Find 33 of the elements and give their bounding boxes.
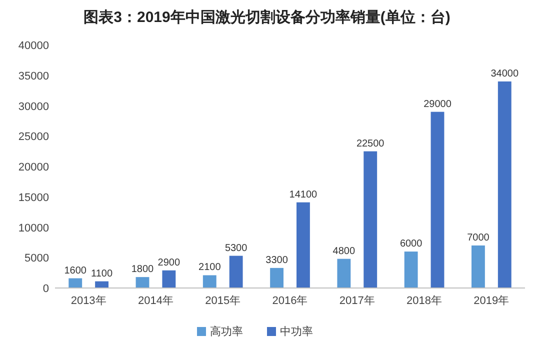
x-tick-label: 2016年 (272, 295, 308, 307)
y-tick-label: 10000 (18, 222, 49, 234)
legend-label: 中功率 (280, 325, 313, 338)
data-label: 1100 (91, 268, 113, 280)
data-label: 22500 (356, 138, 385, 150)
data-label: 2100 (198, 262, 222, 274)
y-tick-label: 0 (42, 283, 49, 295)
chart-title: 图表3：2019年中国激光切割设备分功率销量(单位：台) (84, 8, 450, 26)
data-label: 2900 (158, 257, 180, 268)
data-label: 3300 (266, 254, 288, 266)
y-tick-label: 5000 (24, 252, 49, 265)
data-label: 4800 (332, 246, 356, 257)
x-tick-label: 2018年 (406, 295, 442, 307)
x-tick-label: 2013年 (70, 295, 106, 307)
x-tick-label: 2015年 (205, 295, 241, 307)
data-label: 1600 (64, 265, 87, 276)
data-label: 29000 (424, 98, 452, 110)
y-tick-label: 35000 (18, 70, 49, 82)
legend-label: 高功率 (210, 325, 243, 338)
y-tick-label: 20000 (18, 162, 49, 174)
data-label: 6000 (400, 238, 423, 250)
y-tick-label: 25000 (18, 131, 49, 144)
data-label: 34000 (490, 68, 519, 80)
data-label: 5300 (224, 242, 248, 254)
data-label: 14100 (289, 189, 318, 200)
x-tick-label: 2019年 (474, 295, 510, 307)
data-label: 7000 (467, 232, 490, 244)
y-tick-label: 15000 (18, 192, 49, 204)
y-tick-label: 40000 (18, 40, 49, 52)
data-label: 1800 (131, 264, 154, 276)
x-tick-label: 2014年 (138, 295, 174, 307)
y-tick-label: 30000 (18, 100, 49, 113)
x-tick-label: 2017年 (339, 295, 375, 307)
